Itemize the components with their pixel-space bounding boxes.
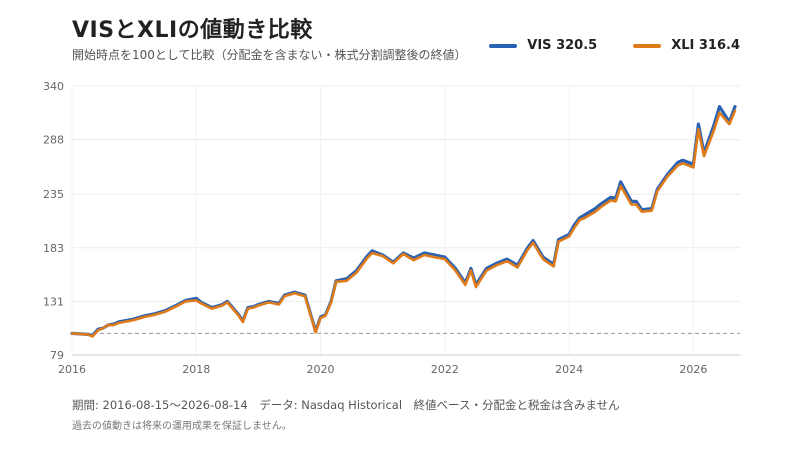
chart-title: VISとXLIの値動き比較: [72, 18, 313, 43]
legend-swatch-xli: [633, 43, 662, 48]
chart-subtitle: 開始時点を100として比較（分配金を含まない・株式分割調整後の終値）: [72, 48, 467, 62]
y-tick-label: 183: [43, 242, 64, 255]
footer-disclaimer: 過去の値動きは将来の運用成果を保証しません。: [72, 421, 292, 432]
x-tick-label: 2016: [58, 363, 86, 376]
x-tick-label: 2024: [555, 363, 583, 376]
x-tick-label: 2018: [182, 363, 210, 376]
x-tick-label: 2020: [307, 363, 335, 376]
footer-period: 期間: 2016-08-15〜2026-08-14 データ: Nasdaq Hi…: [72, 398, 620, 412]
series-line-xli: [70, 109, 737, 338]
legend-swatch-vis: [489, 43, 518, 48]
x-tick-label: 2026: [679, 363, 707, 376]
y-tick-label: 131: [43, 295, 64, 308]
legend-label-vis: VIS 320.5: [527, 38, 598, 53]
legend-item-vis: VIS 320.5: [489, 38, 597, 53]
y-tick-label: 340: [43, 80, 64, 93]
legend: VIS 320.5 XLI 316.4: [489, 38, 740, 53]
legend-item-xli: XLI 316.4: [633, 38, 740, 53]
y-tick-label: 288: [43, 134, 64, 147]
x-tick-label: 2022: [431, 363, 459, 376]
y-tick-label: 79: [50, 349, 64, 362]
y-tick-label: 235: [43, 188, 64, 201]
legend-label-xli: XLI 316.4: [671, 38, 740, 53]
